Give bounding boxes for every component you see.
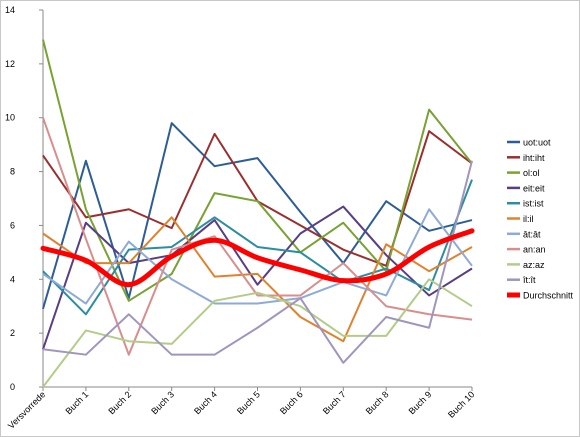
- y-tick-label: 2: [10, 328, 15, 338]
- x-tick-label: Buch 7: [321, 389, 348, 416]
- x-tick-label: Buch 8: [364, 389, 391, 416]
- y-tick-label: 6: [10, 220, 15, 230]
- y-tick-label: 12: [5, 59, 15, 69]
- series-line-an-an: [42, 117, 473, 356]
- x-tick-label: Buch 9: [407, 389, 434, 416]
- legend-label: ol:ol: [523, 168, 540, 178]
- legend-label: uot:uot: [523, 138, 551, 148]
- y-tick-label: 4: [10, 274, 15, 284]
- y-axis-ticks: 0 2 4 6 8 10 12 14: [5, 5, 43, 392]
- legend-label: iht:iht: [523, 153, 545, 163]
- x-tick-label: Buch 3: [149, 389, 176, 416]
- y-tick-label: 0: [10, 382, 15, 392]
- series-lines: [40, 39, 475, 388]
- legend-label: ist:ist: [523, 199, 544, 209]
- y-tick-label: 10: [5, 113, 15, 123]
- legend-label: ît:ît: [522, 275, 536, 285]
- y-tick-label: 14: [5, 5, 15, 15]
- x-tick-label: Buch 10: [446, 389, 476, 419]
- x-tick-label: Versvorrede: [6, 389, 47, 430]
- x-axis-ticks: Versvorrede Buch 1 Buch 2 Buch 3 Buch 4 Buch …: [6, 387, 476, 431]
- legend-label: il:il: [523, 214, 534, 224]
- x-tick-label: Buch 1: [63, 389, 90, 416]
- series-line-iht-iht: [42, 130, 473, 267]
- y-tick-label: 8: [10, 167, 15, 177]
- legend-label: ât:ât: [523, 229, 541, 239]
- x-tick-label: Buch 5: [235, 389, 262, 416]
- legend-label: az:az: [523, 260, 545, 270]
- legend-label: Durchschnitt: [523, 291, 574, 301]
- x-tick-label: Buch 6: [278, 389, 305, 416]
- x-tick-label: Buch 2: [106, 389, 133, 416]
- legend: uot:uot iht:iht ol:ol eit:eit ist:ist il:il ât…: [507, 138, 574, 301]
- legend-label: eit:eit: [523, 183, 545, 193]
- x-tick-label: Buch 4: [192, 389, 219, 416]
- legend-label: an:an: [523, 245, 546, 255]
